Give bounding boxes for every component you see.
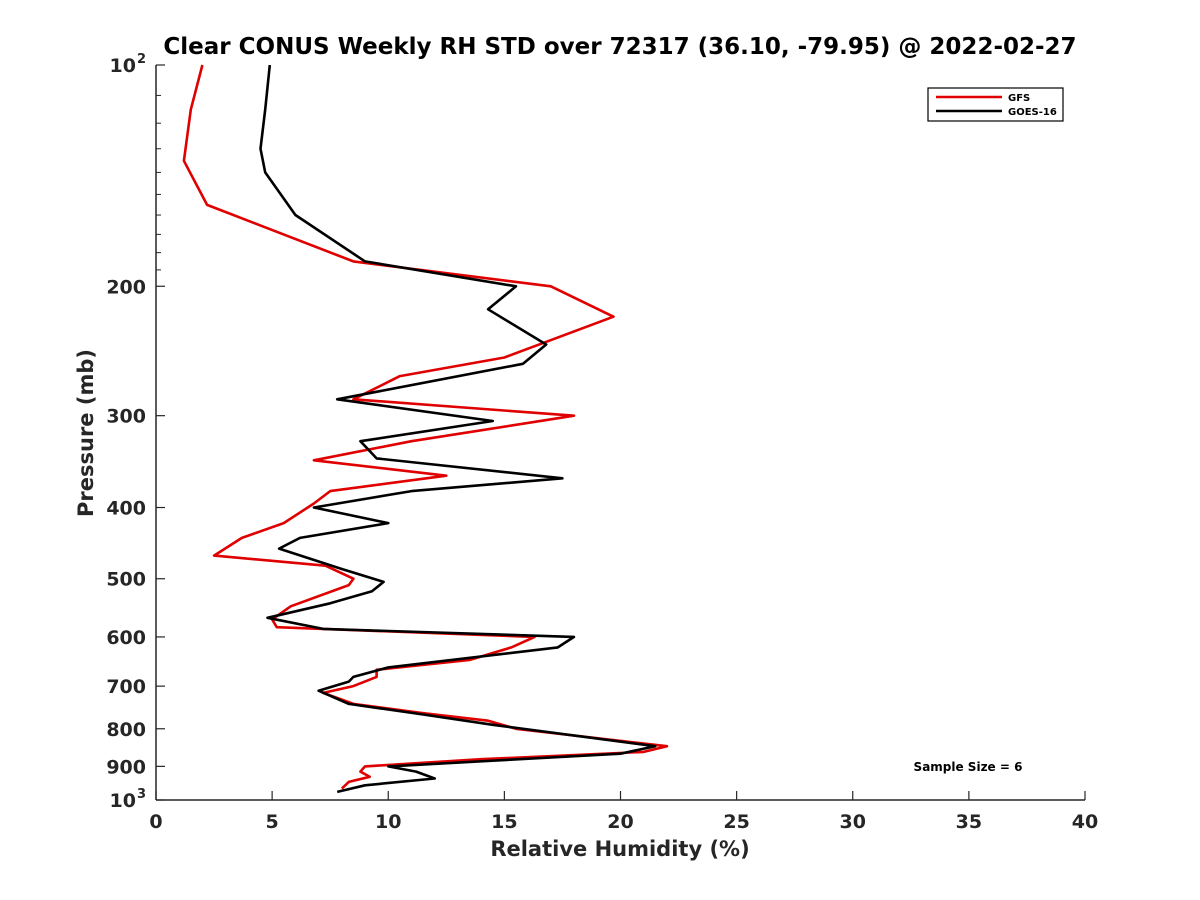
y-tick-label: 700 [106, 676, 146, 698]
x-tick-label: 20 [607, 811, 633, 833]
chart-title: Clear CONUS Weekly RH STD over 72317 (36… [163, 34, 1076, 60]
x-tick-label: 0 [149, 811, 162, 833]
y-tick-exponent: 2 [137, 52, 146, 67]
x-tick-label: 30 [840, 811, 866, 833]
x-tick-label: 35 [956, 811, 982, 833]
legend-box [927, 87, 1064, 122]
y-tick-label: 500 [106, 569, 146, 591]
y-tick-label: 10 [110, 790, 136, 812]
y-tick-label: 300 [106, 406, 146, 428]
legend-label: GOES-16 [1008, 107, 1057, 118]
series-line-goes-16 [259, 64, 657, 794]
y-tick-exponent: 3 [137, 787, 146, 802]
x-tick-label: 15 [491, 811, 517, 833]
y-tick-label: 400 [106, 498, 146, 520]
y-axis-label: Pressure (mb) [74, 349, 98, 517]
y-tick-label: 10 [110, 55, 136, 77]
legend: GFS GOES-16 [927, 87, 1064, 122]
y-tick-label: 900 [106, 756, 146, 778]
x-tick-label: 5 [266, 811, 279, 833]
x-tick-label: 10 [375, 811, 401, 833]
legend-label: GFS [1008, 93, 1030, 104]
y-tick-label: 600 [106, 627, 146, 649]
x-tick-label: 40 [1072, 811, 1098, 833]
plot-area: 0 5 10 15 20 25 30 35 40 200 300 400 500 600 700 800 900… [106, 52, 1098, 833]
y-tick-label: 800 [106, 719, 146, 741]
x-tick-label: 25 [723, 811, 749, 833]
sample-size-annotation: Sample Size = 6 [914, 760, 1023, 774]
y-tick-label: 200 [106, 276, 146, 298]
x-axis-label: Relative Humidity (%) [490, 837, 749, 861]
